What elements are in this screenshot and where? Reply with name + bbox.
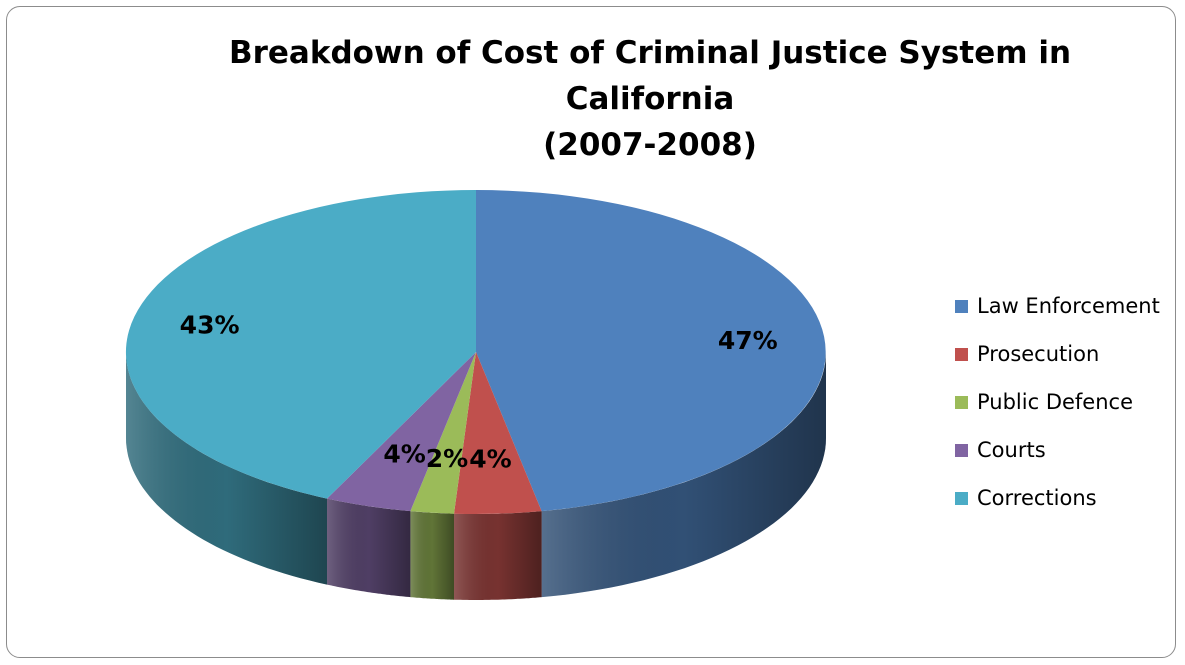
legend-label-prosecution: Prosecution — [977, 342, 1100, 366]
side-shade-corrections — [126, 352, 327, 585]
data-label-prosecution: 4% — [469, 445, 511, 474]
legend-item-corrections: Corrections — [955, 474, 1160, 522]
legend-swatch-prosecution — [955, 347, 968, 361]
legend-swatch-courts — [955, 443, 968, 457]
legend-swatch-law-enforcement — [955, 299, 968, 313]
slice-law-enforcement — [476, 190, 826, 512]
slice-courts — [327, 352, 476, 512]
chart-title-line-2: (2007-2008) — [543, 127, 757, 163]
pie-tops — [125, 190, 826, 515]
side-shade-public-defence — [410, 511, 454, 600]
legend-item-law-enforcement: Law Enforcement — [955, 282, 1160, 330]
slice-prosecution — [454, 352, 542, 515]
data-label-public-defence: 2% — [426, 444, 468, 473]
legend-swatch-public-defence — [955, 395, 968, 409]
data-label-corrections: 43% — [180, 310, 240, 339]
legend-label-public-defence: Public Defence — [977, 390, 1134, 414]
legend-label-courts: Courts — [977, 438, 1046, 462]
slice-public-defence — [410, 352, 476, 514]
legend-item-public-defence: Public Defence — [955, 378, 1160, 426]
legend-item-prosecution: Prosecution — [955, 330, 1160, 378]
legend: Law Enforcement Prosecution Public Defence… — [955, 282, 1160, 522]
slice-corrections — [125, 190, 476, 499]
pie-sides — [126, 352, 826, 600]
side-shade-courts — [327, 498, 411, 598]
legend-swatch-corrections — [955, 491, 968, 505]
data-label-courts: 4% — [383, 440, 425, 469]
side-shade-law-enforcement — [541, 352, 826, 598]
legend-label-law-enforcement: Law Enforcement — [977, 294, 1160, 318]
pie-data-labels: 47% 4%2%4% 43% — [180, 310, 778, 473]
chart-title-line-1: Breakdown of Cost of Criminal Justice Sy… — [228, 35, 1072, 117]
legend-item-courts: Courts — [955, 426, 1160, 474]
legend-label-corrections: Corrections — [977, 486, 1097, 510]
side-shade-prosecution — [454, 511, 542, 600]
data-label-law-enforcement: 47% — [718, 326, 778, 355]
chart-title: Breakdown of Cost of Criminal Justice Sy… — [190, 30, 1110, 168]
